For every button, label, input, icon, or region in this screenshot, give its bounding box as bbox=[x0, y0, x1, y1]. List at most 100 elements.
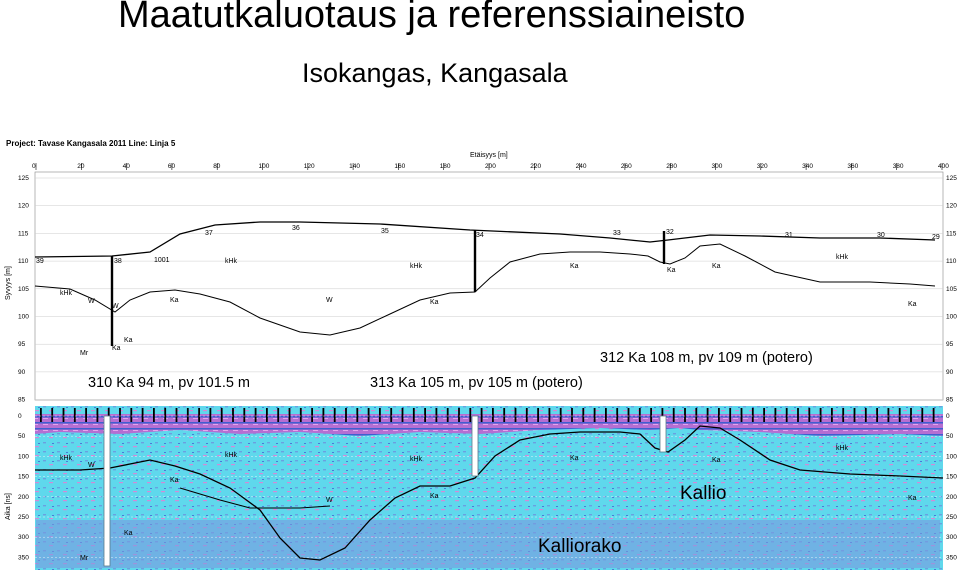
elevation-tick-label: 110 bbox=[18, 258, 29, 265]
marker-tick bbox=[627, 408, 630, 422]
page-subtitle: Isokangas, Kangasala bbox=[302, 58, 568, 88]
marker-tick bbox=[605, 408, 607, 422]
distance-tick-label: 260 bbox=[621, 163, 632, 170]
marker-tick bbox=[706, 408, 709, 422]
marker-tick bbox=[650, 408, 652, 422]
point-label: 30 bbox=[877, 232, 885, 239]
soil-label: Ka bbox=[908, 301, 917, 308]
marker-tick bbox=[616, 408, 619, 422]
marker-tick bbox=[288, 408, 291, 422]
marker-tick bbox=[661, 408, 664, 422]
distance-axis-label: Etäisyys [m] bbox=[470, 152, 508, 159]
marker-tick bbox=[277, 408, 280, 422]
point-label: 38 bbox=[114, 258, 122, 265]
time-tick-label: 250 bbox=[18, 514, 29, 521]
marker-tick bbox=[51, 408, 54, 422]
soil-label: Ka bbox=[570, 263, 579, 270]
marker-tick bbox=[514, 408, 517, 422]
marker-tick bbox=[333, 408, 336, 422]
marker-tick bbox=[198, 408, 200, 422]
marker-tick bbox=[458, 408, 460, 422]
marker-tick bbox=[887, 408, 890, 422]
soil-label: Ka bbox=[570, 455, 579, 462]
marker-tick bbox=[232, 408, 234, 422]
time-grid: 0 0 50 50 100 100 150 150 200 200 250 250 300 300 350 3… bbox=[18, 413, 957, 561]
time-tick-label: 0 bbox=[18, 413, 22, 420]
reflection-band bbox=[35, 414, 943, 436]
soil-label: W bbox=[112, 303, 119, 310]
elevation-tick-label: 100 bbox=[18, 314, 29, 321]
marker-tick bbox=[774, 408, 777, 422]
elevation-tick-label: 120 bbox=[18, 203, 29, 210]
elevation-tick-label: 95 bbox=[946, 341, 954, 348]
soil-labels-radar: kHk kHk kHk kHk W W Ka Ka Ka Ka Ka Ka Mr bbox=[60, 445, 917, 562]
point-label: 36 bbox=[292, 225, 300, 232]
elevation-tick-label: 95 bbox=[18, 341, 26, 348]
elevation-tick-label: 85 bbox=[18, 397, 26, 404]
time-tick-label: 300 bbox=[18, 534, 29, 541]
soil-label: Mr bbox=[80, 350, 89, 357]
soil-label: W bbox=[88, 298, 95, 305]
marker-tick bbox=[469, 408, 472, 422]
point-labels: 37 36 35 34 33 32 31 30 29 39 38 1001 bbox=[36, 225, 940, 265]
radar-surface-line bbox=[35, 425, 944, 561]
marker-tick bbox=[345, 408, 347, 422]
marker-tick bbox=[582, 408, 585, 422]
soil-label: Ka bbox=[430, 299, 439, 306]
soil-label: kHk bbox=[60, 290, 73, 297]
elevation-tick-label: 115 bbox=[18, 230, 29, 237]
marker-tick bbox=[740, 408, 743, 422]
marker-tick bbox=[401, 408, 404, 422]
marker-tick bbox=[797, 408, 799, 422]
marker-tick bbox=[299, 408, 302, 422]
distance-tick-label: 320 bbox=[757, 163, 768, 170]
marker-tick bbox=[593, 408, 596, 422]
marker-tick bbox=[571, 408, 573, 422]
marker-tick bbox=[751, 408, 754, 422]
time-tick-label: 100 bbox=[18, 453, 29, 460]
point-label: 37 bbox=[205, 230, 213, 237]
bedrock-label: Kallio bbox=[680, 483, 727, 504]
distance-tick-label: 240 bbox=[576, 163, 587, 170]
marker-tick bbox=[525, 408, 528, 422]
soil-label: Ka bbox=[430, 493, 439, 500]
soil-label: Ka bbox=[170, 477, 179, 484]
time-tick-label: 100 bbox=[946, 453, 957, 460]
distance-tick-label: 160 bbox=[394, 163, 405, 170]
soil-label: kHk bbox=[225, 452, 238, 459]
marker-tick bbox=[322, 408, 325, 422]
marker-tick bbox=[808, 408, 811, 422]
marker-tick bbox=[266, 408, 268, 422]
time-tick-label: 150 bbox=[18, 474, 29, 481]
marker-tick bbox=[480, 408, 483, 422]
marker-tick bbox=[220, 408, 223, 422]
time-tick-label: 350 bbox=[18, 554, 29, 561]
marker-tick bbox=[141, 408, 144, 422]
marker-tick bbox=[729, 408, 732, 422]
marker-tick bbox=[559, 408, 562, 422]
marker-tick bbox=[254, 408, 257, 422]
soil-label: kHk bbox=[836, 445, 849, 452]
soil-label: kHk bbox=[410, 263, 423, 270]
time-tick-label: 50 bbox=[946, 433, 954, 440]
borehole-313-callout: 313 Ka 105 m, pv 105 m (potero) bbox=[370, 375, 583, 391]
distance-tick-label: 40 bbox=[123, 163, 131, 170]
marker-tick bbox=[831, 408, 833, 422]
soil-label: Ka bbox=[712, 263, 721, 270]
time-tick-label: 250 bbox=[946, 514, 957, 521]
marker-tick bbox=[130, 408, 133, 422]
marker-ticks bbox=[40, 408, 935, 422]
soil-label: W bbox=[326, 297, 333, 304]
marker-tick bbox=[153, 408, 155, 422]
marker-tick bbox=[921, 408, 924, 422]
elevation-tick-label: 90 bbox=[946, 369, 954, 376]
point-label: 32 bbox=[666, 229, 674, 236]
profile-panel bbox=[34, 171, 944, 401]
groundwater-line bbox=[34, 243, 936, 336]
soil-label: Ka bbox=[667, 267, 676, 274]
marker-tick bbox=[40, 408, 42, 422]
bedrock-surface-label: Kalliorako bbox=[538, 536, 622, 557]
marker-tick bbox=[503, 408, 506, 422]
elevation-tick-label: 105 bbox=[18, 286, 29, 293]
marker-tick bbox=[446, 408, 449, 422]
